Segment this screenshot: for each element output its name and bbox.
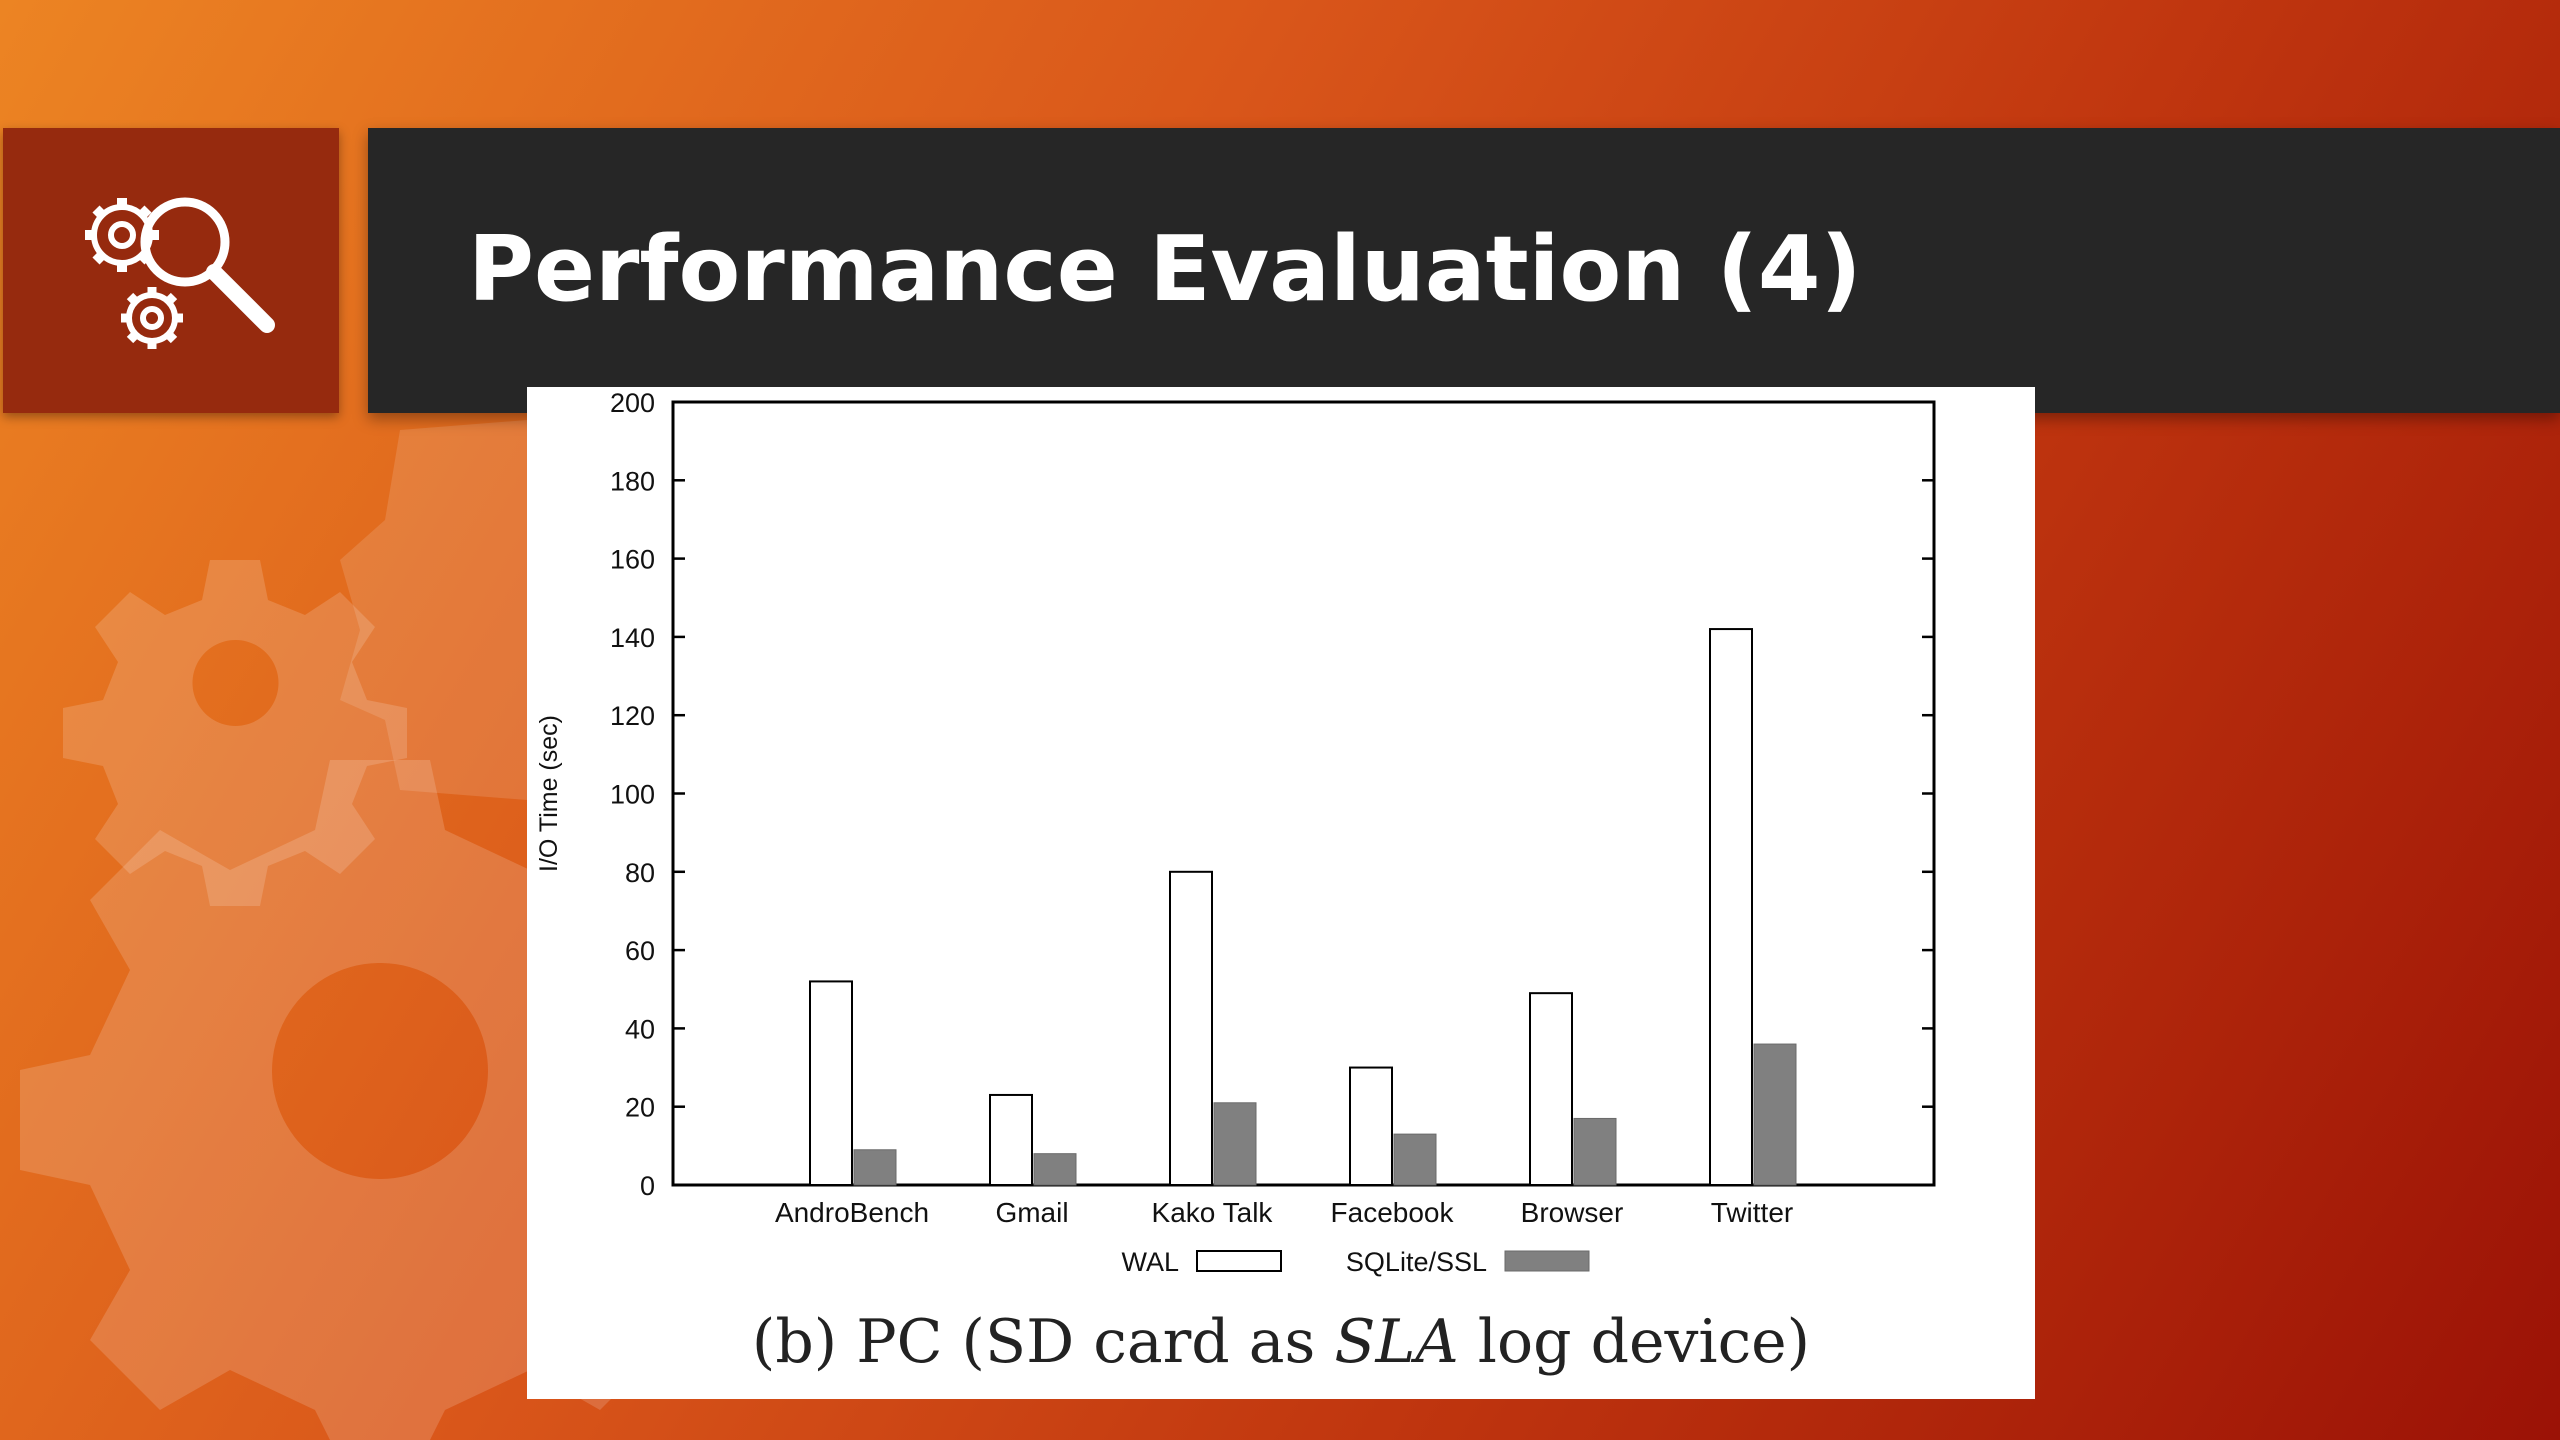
bar-wal xyxy=(1529,992,1573,1186)
legend-swatch-wal xyxy=(1196,1250,1282,1272)
bar-sqlite-ssl xyxy=(1213,1102,1257,1186)
background-gear-small-icon xyxy=(63,560,407,906)
bar-wal xyxy=(1169,870,1213,1186)
y-tick-label: 60 xyxy=(625,936,655,966)
y-tick-label: 40 xyxy=(625,1014,655,1044)
bar-sqlite-ssl xyxy=(1753,1043,1797,1186)
y-tick-label: 0 xyxy=(640,1171,655,1201)
caption-emphasis: SLA xyxy=(1334,1307,1459,1377)
bar-sqlite-ssl xyxy=(1573,1117,1617,1186)
legend-swatch-sqlite-ssl xyxy=(1504,1250,1590,1272)
y-tick-label: 100 xyxy=(610,780,655,810)
legend-label-sqlite-ssl: SQLite/SSL xyxy=(1346,1247,1487,1277)
figure-panel: 0 20 40 60 80 100 120 140 160 180 200 I/O Time (sec… xyxy=(527,387,2035,1399)
y-tick-label: 140 xyxy=(610,623,655,653)
caption-suffix: log device) xyxy=(1458,1307,1811,1377)
io-time-bar-chart: 0 20 40 60 80 100 120 140 160 180 200 I/O Time (sec… xyxy=(535,388,1936,1277)
y-tick-label: 120 xyxy=(610,701,655,731)
x-tick-label: AndroBench xyxy=(775,1197,929,1228)
bar-wal xyxy=(1349,1066,1393,1186)
bar-sqlite-ssl xyxy=(853,1149,897,1186)
bar-wal xyxy=(989,1093,1033,1187)
x-tick-label: Facebook xyxy=(1331,1197,1455,1228)
y-axis-label: I/O Time (sec) xyxy=(535,715,563,872)
y-tick-label: 20 xyxy=(625,1093,655,1123)
x-tick-label: Gmail xyxy=(995,1197,1068,1228)
caption-prefix: (b) PC (SD card as xyxy=(751,1307,1335,1377)
y-tick-label: 180 xyxy=(610,466,655,496)
x-tick-label: Kako Talk xyxy=(1152,1197,1274,1228)
bar-sqlite-ssl xyxy=(1393,1133,1437,1186)
legend-label-wal: WAL xyxy=(1121,1247,1179,1277)
y-tick-label: 160 xyxy=(610,545,655,575)
x-tick-label: Twitter xyxy=(1711,1197,1793,1228)
background-gear-partial-icon xyxy=(340,420,527,800)
slide-title: Performance Evaluation (4) xyxy=(468,217,1862,322)
bar-sqlite-ssl xyxy=(1033,1153,1077,1186)
y-tick-label: 80 xyxy=(625,858,655,888)
bar-wal xyxy=(809,980,853,1186)
gears-magnifier-icon xyxy=(85,197,275,349)
section-icon-box xyxy=(3,128,339,413)
y-tick-label: 200 xyxy=(610,388,655,418)
bar-wal xyxy=(1709,628,1753,1186)
figure-caption: (b) PC (SD card as SLA log device) xyxy=(527,1307,2035,1377)
title-bar xyxy=(368,128,2560,413)
x-tick-label: Browser xyxy=(1521,1197,1624,1228)
